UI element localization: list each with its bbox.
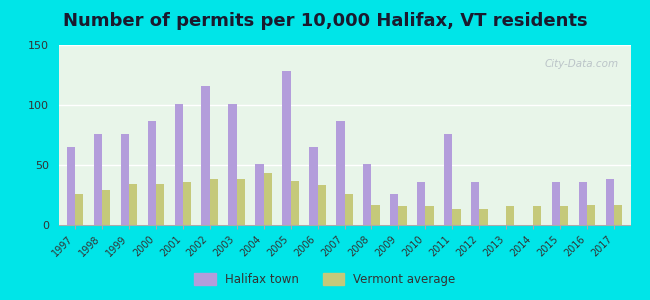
Bar xyxy=(75,194,83,225)
Bar xyxy=(471,182,480,225)
Bar xyxy=(183,182,190,225)
Legend: Halifax town, Vermont average: Halifax town, Vermont average xyxy=(190,268,460,291)
Bar xyxy=(426,206,434,225)
Bar xyxy=(309,147,317,225)
Bar xyxy=(452,209,460,225)
Bar xyxy=(480,209,488,225)
Text: Number of permits per 10,000 Halifax, VT residents: Number of permits per 10,000 Halifax, VT… xyxy=(62,12,588,30)
Bar xyxy=(237,179,244,225)
Bar xyxy=(283,71,291,225)
Bar xyxy=(506,206,515,225)
Bar xyxy=(614,205,623,225)
Bar xyxy=(66,147,75,225)
Bar xyxy=(372,205,380,225)
Bar xyxy=(155,184,164,225)
Bar xyxy=(291,181,298,225)
Bar xyxy=(337,121,344,225)
Bar xyxy=(606,179,614,225)
Bar xyxy=(148,121,155,225)
Bar xyxy=(174,104,183,225)
Bar xyxy=(255,164,263,225)
Bar xyxy=(588,205,595,225)
Bar xyxy=(229,104,237,225)
Bar xyxy=(560,206,569,225)
Bar xyxy=(263,173,272,225)
Bar xyxy=(552,182,560,225)
Bar xyxy=(202,86,209,225)
Bar xyxy=(344,194,352,225)
Bar xyxy=(363,164,372,225)
Text: City-Data.com: City-Data.com xyxy=(545,59,619,69)
Bar xyxy=(209,179,218,225)
Bar xyxy=(101,190,110,225)
Bar xyxy=(417,182,426,225)
Bar xyxy=(317,185,326,225)
Bar xyxy=(129,184,136,225)
Bar xyxy=(579,182,588,225)
Bar xyxy=(398,206,406,225)
Bar xyxy=(534,206,541,225)
Bar xyxy=(391,194,398,225)
Bar xyxy=(445,134,452,225)
Bar xyxy=(120,134,129,225)
Bar xyxy=(94,134,101,225)
